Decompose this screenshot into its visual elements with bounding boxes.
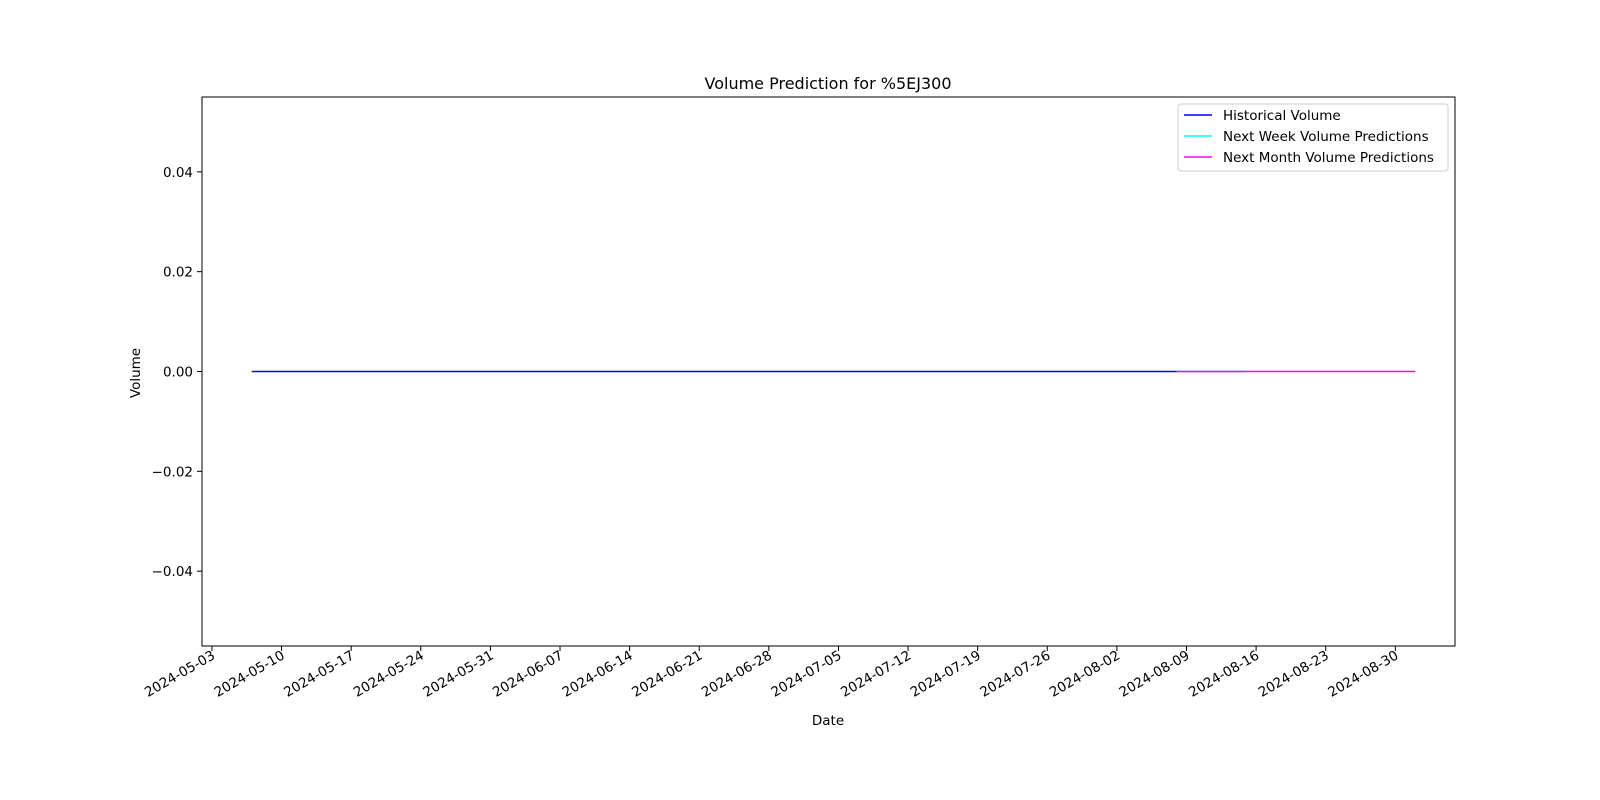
legend: Historical Volume Next Week Volume Predic… bbox=[1177, 103, 1449, 172]
legend-label: Historical Volume bbox=[1223, 108, 1341, 124]
y-tick-label: −0.02 bbox=[152, 464, 193, 480]
legend-label: Next Week Volume Predictions bbox=[1223, 129, 1429, 145]
y-tick-label: 0.00 bbox=[163, 365, 193, 381]
y-axis-ticks: 0.04 0.02 0.00 −0.02 −0.04 bbox=[152, 165, 202, 580]
chart-title: Volume Prediction for %5EJ300 bbox=[705, 74, 952, 93]
y-tick-label: −0.04 bbox=[152, 564, 193, 580]
x-axis-label: Date bbox=[812, 713, 844, 729]
legend-frame bbox=[1177, 103, 1449, 172]
y-axis-label: Volume bbox=[128, 348, 144, 398]
legend-label: Next Month Volume Predictions bbox=[1223, 150, 1434, 166]
y-tick-label: 0.02 bbox=[163, 265, 193, 281]
legend-entries: Historical Volume Next Week Volume Predic… bbox=[1184, 108, 1434, 166]
y-tick-label: 0.04 bbox=[163, 165, 193, 181]
plot-frame bbox=[201, 96, 1456, 647]
